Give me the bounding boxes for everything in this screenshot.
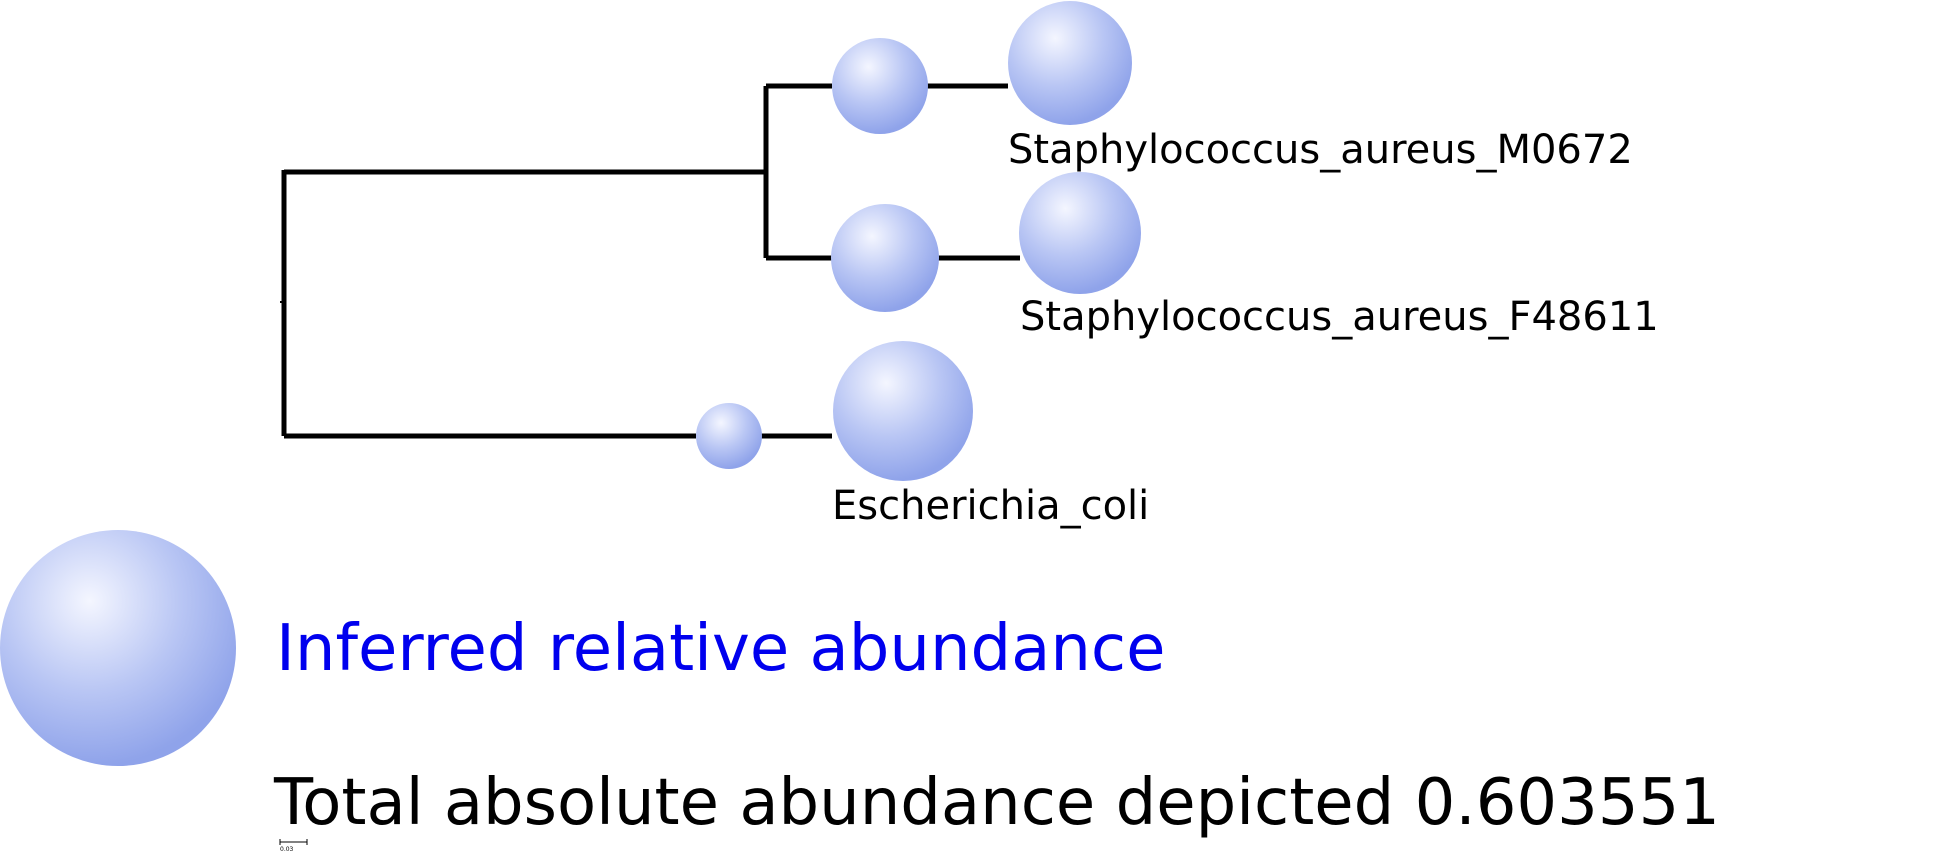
legend: Inferred relative abundance <box>0 530 1165 766</box>
leaf-bubble-staphylococcus-m0672 <box>1008 1 1132 125</box>
legend-bubble <box>0 530 236 766</box>
total-abundance-text: Total absolute abundance depicted 0.6035… <box>273 766 1720 840</box>
leaf-label-escherichia-coli: Escherichia_coli <box>832 483 1149 529</box>
node-bubble-staphylococcus-m0672-ancestor <box>832 38 928 134</box>
leaf-label-staphylococcus-f48611: Staphylococcus_aureus_F48611 <box>1020 294 1659 340</box>
internal-node-bubbles <box>696 38 939 469</box>
legend-label: Inferred relative abundance <box>276 612 1165 686</box>
leaf-labels: Staphylococcus_aureus_M0672 Staphylococc… <box>832 127 1659 529</box>
scale-bar: 0.03 <box>279 839 308 853</box>
leaf-bubble-staphylococcus-f48611 <box>1019 172 1141 294</box>
leaf-label-staphylococcus-m0672: Staphylococcus_aureus_M0672 <box>1008 127 1633 173</box>
scale-bar-label: 0.03 <box>280 846 294 853</box>
leaf-bubble-escherichia-coli <box>833 341 973 481</box>
tree-branches <box>280 83 1020 439</box>
node-bubble-staphylococcus-f48611-ancestor <box>831 204 939 312</box>
node-bubble-escherichia-coli-ancestor <box>696 403 762 469</box>
leaf-bubbles <box>833 1 1141 481</box>
